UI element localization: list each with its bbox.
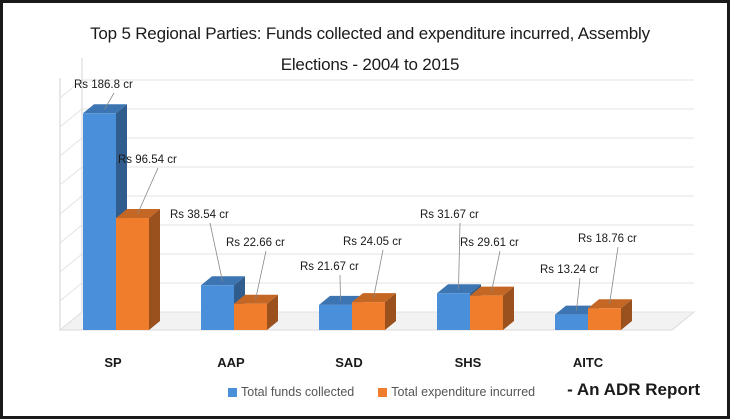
bar-aitc-expenditure — [588, 308, 621, 330]
data-label: Rs 13.24 cr — [540, 264, 599, 276]
bar-sp-expenditure — [116, 218, 149, 330]
bar-side-aap-1 — [267, 294, 278, 330]
legend-label-funds: Total funds collected — [241, 385, 355, 399]
legend-swatch-expenditure — [378, 387, 388, 397]
legend-label-expenditure: Total expenditure incurred — [391, 385, 536, 399]
data-label-leader — [458, 222, 461, 290]
gridline — [59, 166, 694, 186]
data-label: Rs 29.61 cr — [460, 237, 519, 249]
data-label-leader — [491, 250, 501, 292]
bar-shs-funds — [437, 293, 470, 330]
legend-item-funds: Total funds collected — [228, 385, 354, 399]
bar-sad-expenditure — [352, 302, 385, 330]
category-label-aitc: AITC — [573, 355, 604, 370]
category-label-sp: SP — [104, 355, 122, 370]
data-label: Rs 18.76 cr — [578, 233, 637, 245]
bar-side-sad-1 — [385, 293, 396, 330]
legend: Total funds collected Total expenditure … — [228, 385, 559, 399]
bar-aap-funds — [201, 285, 234, 330]
gridline — [59, 79, 694, 99]
data-label: Rs 96.54 cr — [118, 154, 177, 166]
bar-aap-expenditure — [234, 303, 267, 330]
data-label: Rs 31.67 cr — [420, 209, 479, 221]
data-label-leader — [576, 277, 581, 311]
data-label: Rs 22.66 cr — [226, 237, 285, 249]
category-label-sad: SAD — [335, 355, 362, 370]
data-label: Rs 24.05 cr — [343, 236, 402, 248]
bar-side-aitc-1 — [621, 299, 632, 330]
gridline — [59, 108, 694, 128]
bar-top-aap-0 — [201, 276, 245, 286]
legend-item-expenditure: Total expenditure incurred — [378, 385, 535, 399]
category-label-aap: AAP — [217, 355, 245, 370]
data-label-leader — [339, 274, 341, 301]
data-label: Rs 186.8 cr — [74, 79, 133, 91]
bar-shs-expenditure — [470, 295, 503, 330]
bar-aitc-funds — [555, 314, 588, 330]
bar-side-sp-1 — [149, 209, 160, 330]
bar-sad-funds — [319, 304, 352, 330]
legend-swatch-funds — [228, 387, 237, 397]
category-label-shs: SHS — [455, 355, 482, 370]
bar-top-aitc-1 — [588, 299, 632, 309]
bar-side-shs-1 — [503, 286, 514, 330]
chart-title: Top 5 Regional Parties: Funds collected … — [90, 24, 650, 74]
data-label: Rs 38.54 cr — [170, 209, 229, 221]
data-label-leader — [209, 222, 223, 282]
bar-sp-funds — [83, 113, 116, 330]
data-label-leader — [137, 167, 159, 215]
data-label-leader — [373, 249, 384, 299]
data-label-leader — [255, 250, 267, 300]
data-label-leader — [104, 92, 115, 110]
report-credit: - An ADR Report — [567, 380, 700, 399]
bar-top-shs-0 — [437, 284, 481, 294]
data-label-leader — [609, 246, 619, 305]
data-label: Rs 21.67 cr — [300, 261, 359, 273]
